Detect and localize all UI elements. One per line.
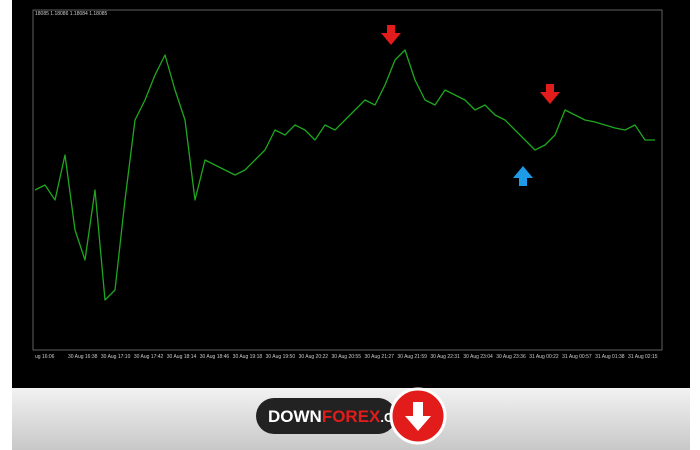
sell-arrow xyxy=(540,84,560,104)
x-tick-label: ug 16:06 xyxy=(35,354,55,360)
monitor-screen xyxy=(12,0,690,388)
logo-arrow xyxy=(405,402,431,431)
x-tick-label: 30 Aug 16:38 xyxy=(68,354,98,360)
plot: ug 16:06 30 Aug 16:38 30 Aug 17:10 30 Aug 1… xyxy=(34,49,658,360)
x-tick-label: 31 Aug 01:38 xyxy=(595,354,625,360)
x-tick-label: 31 Aug 02:15 xyxy=(628,354,658,360)
price-line xyxy=(34,49,655,301)
logo-part: FOREX xyxy=(322,407,381,426)
x-tick-label: 30 Aug 18:14 xyxy=(167,354,197,360)
x-tick-label: 31 Aug 00:22 xyxy=(529,354,559,360)
x-tick-label: 30 Aug 19:50 xyxy=(266,354,296,360)
plot-frame xyxy=(32,9,663,351)
x-tick-label: 30 Aug 20:22 xyxy=(299,354,329,360)
logo-pill xyxy=(256,398,396,434)
x-tick-label: 30 Aug 18:46 xyxy=(200,354,230,360)
logo-part: DOWN xyxy=(268,407,322,426)
x-tick-label: 30 Aug 21:59 xyxy=(397,354,427,360)
price-header: 18085 1.18086 1.18084 1.18085 xyxy=(35,11,108,17)
x-tick-label: 30 Aug 22:31 xyxy=(430,354,460,360)
x-tick-label: 30 Aug 20:55 xyxy=(332,354,362,360)
x-tick-label: 30 Aug 23:36 xyxy=(496,354,526,360)
x-tick-label: 30 Aug 17:10 xyxy=(101,354,131,360)
x-tick-label: 30 Aug 23:04 xyxy=(463,354,493,360)
x-tick-label: 30 Aug 17:42 xyxy=(134,354,164,360)
sell-arrow xyxy=(381,25,401,45)
x-tick-label: 30 Aug 21:27 xyxy=(364,354,394,360)
buy-arrow xyxy=(513,166,533,186)
x-tick-label: 30 Aug 19:18 xyxy=(233,354,263,360)
x-tick-label: 31 Aug 00:57 xyxy=(562,354,592,360)
